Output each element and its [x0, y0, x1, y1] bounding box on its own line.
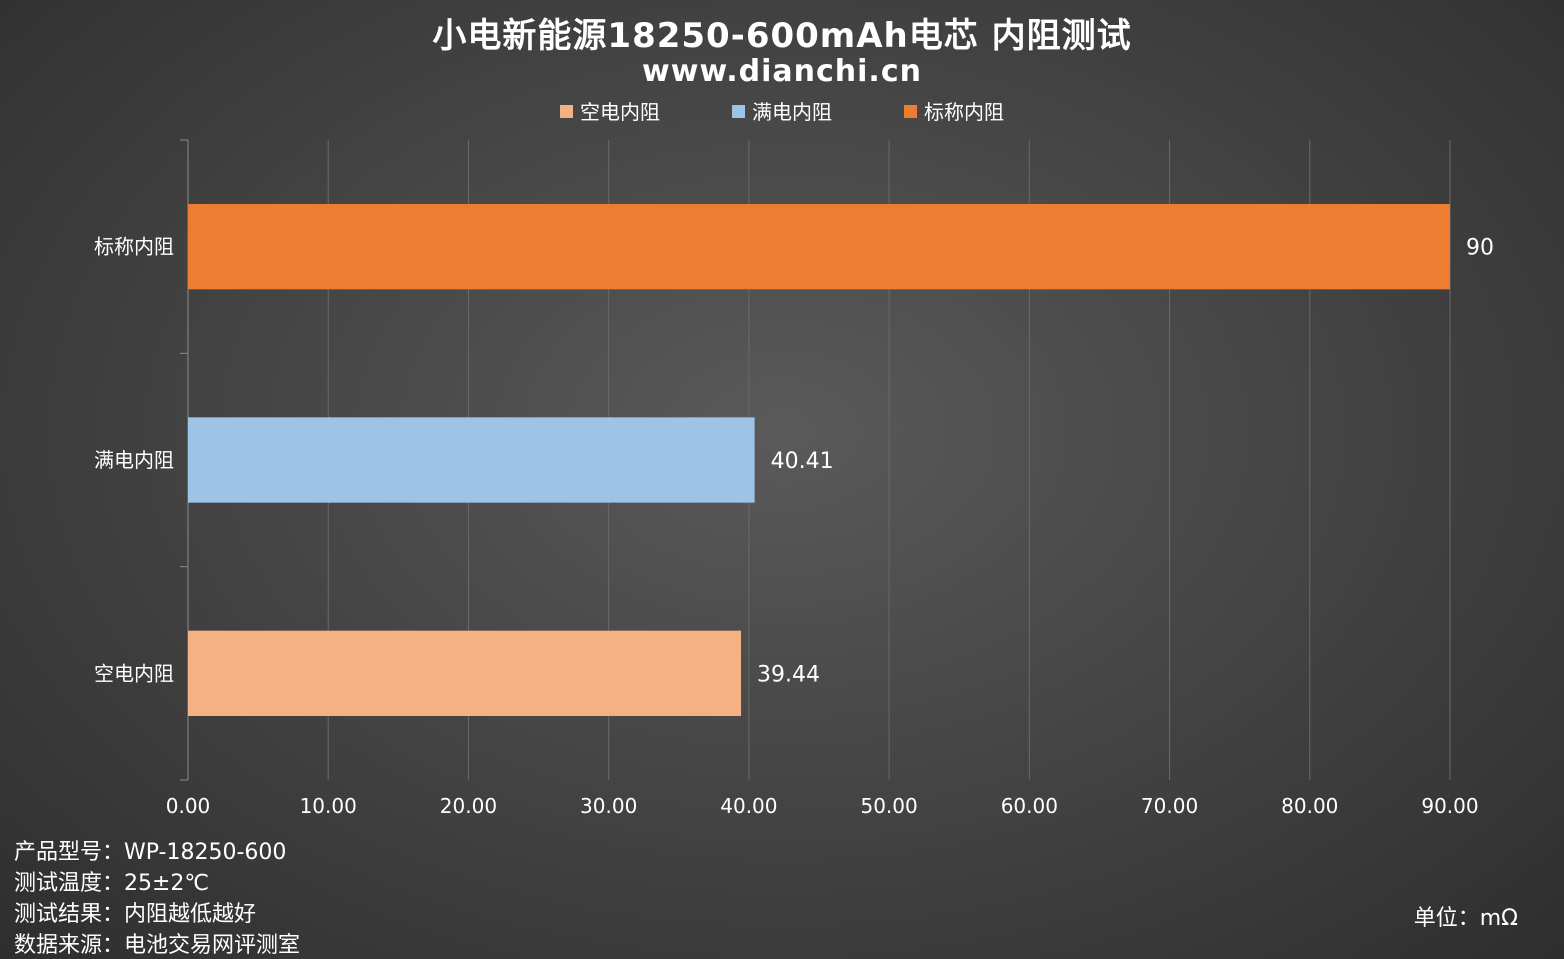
chart-subtitle: www.dianchi.cn	[642, 54, 922, 89]
x-tick-label: 40.00	[720, 794, 777, 818]
legend-label: 空电内阻	[580, 100, 660, 124]
unit-label: 单位：mΩ	[1413, 906, 1518, 931]
x-tick-label: 30.00	[580, 794, 637, 818]
bars: 90 40.41 39.44	[188, 204, 1494, 716]
bar	[188, 630, 742, 716]
x-tick-label: 60.00	[1001, 794, 1058, 818]
legend-label: 标称内阻	[924, 100, 1004, 124]
legend-swatch	[732, 105, 745, 118]
bar	[188, 204, 1450, 290]
x-tick-label: 80.00	[1281, 794, 1338, 818]
bar	[188, 417, 755, 503]
category-label: 标称内阻	[94, 235, 174, 259]
footer-source: 数据来源：电池交易网评测室	[14, 933, 301, 958]
x-tick-label: 10.00	[300, 794, 357, 818]
data-label: 39.44	[757, 662, 820, 687]
legend: 空电内阻 满电内阻 标称内阻	[560, 100, 1004, 124]
legend-swatch	[904, 105, 917, 118]
x-tick-label: 0.00	[166, 794, 211, 818]
x-tick-label: 70.00	[1141, 794, 1198, 818]
x-tick-label: 20.00	[440, 794, 497, 818]
footer-model: 产品型号：WP-18250-600	[14, 840, 287, 865]
data-label: 40.41	[771, 449, 834, 474]
category-label: 空电内阻	[94, 661, 174, 685]
category-label: 满电内阻	[94, 448, 174, 472]
x-tick-labels: 0.00 10.00 20.00 30.00 40.00 50.00 60.00 70.00 8…	[166, 794, 1479, 818]
legend-label: 满电内阻	[752, 100, 832, 124]
x-tick-label: 90.00	[1421, 794, 1478, 818]
legend-swatch	[560, 105, 573, 118]
y-axis	[180, 139, 189, 781]
footer-result: 测试结果：内阻越低越好	[14, 902, 257, 927]
chart-title: 小电新能源18250-600mAh电芯 内阻测试	[432, 16, 1132, 56]
footer-temperature: 测试温度：25±2℃	[14, 871, 210, 896]
data-label: 90	[1466, 236, 1494, 261]
x-tick-label: 50.00	[860, 794, 917, 818]
